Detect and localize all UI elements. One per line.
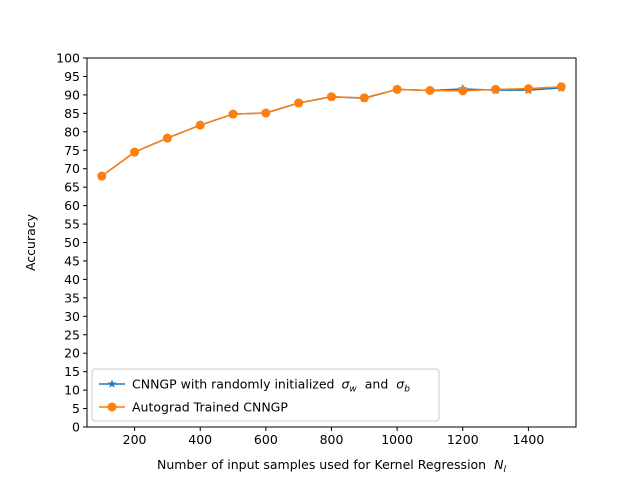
y-tick-label: 65 (64, 180, 80, 195)
legend-entry-autograd: Autograd Trained CNNGP (99, 400, 288, 415)
legend-label-prefix: CNNGP with randomly initialized (132, 377, 334, 392)
y-tick-label: 85 (64, 106, 80, 121)
y-axis-ticks: 0 5 10 15 20 25 30 35 40 45 50 55 60 65 70 75 80 85 90 95 10… (56, 51, 87, 435)
x-tick-label: 1200 (447, 432, 479, 447)
series-1 (97, 82, 566, 181)
y-tick-label: 35 (64, 290, 80, 305)
x-tick-label: 200 (123, 432, 147, 447)
x-tick-label: 400 (188, 432, 212, 447)
data-point-circle (162, 133, 172, 143)
data-point-circle (392, 84, 402, 94)
y-tick-label: 95 (64, 69, 80, 84)
data-point-circle (195, 120, 205, 130)
legend-marker-star (107, 379, 117, 388)
legend-box (91, 368, 440, 422)
x-axis-label-symbol-sub: l (503, 465, 506, 475)
y-tick-label: 90 (64, 87, 80, 102)
legend-label-sigma-b: σ (396, 377, 405, 392)
legend-label-autograd: Autograd Trained CNNGP (132, 400, 288, 415)
data-point-circle (327, 92, 336, 102)
y-tick-label: 5 (72, 401, 80, 416)
y-tick-label: 45 (64, 253, 80, 268)
data-point-circle (458, 86, 468, 96)
y-tick-label: 30 (64, 309, 80, 324)
y-tick-label: 0 (72, 420, 80, 435)
y-tick-label: 80 (64, 124, 80, 139)
y-tick-label: 50 (64, 235, 80, 250)
data-point-circle (97, 171, 107, 181)
legend-label-sigma-w: σ (341, 377, 350, 392)
data-point-circle (294, 98, 304, 108)
legend-label-and: and (365, 377, 389, 392)
data-point-circle (359, 93, 369, 103)
series-layer (96, 82, 567, 181)
y-tick-label: 60 (64, 198, 80, 213)
y-tick-label: 15 (64, 364, 80, 379)
x-axis-label-symbol: N (494, 457, 504, 472)
y-axis-label: Accuracy (23, 213, 38, 271)
data-point-circle (491, 84, 501, 94)
data-point-circle (228, 109, 238, 119)
y-tick-label: 70 (64, 161, 80, 176)
data-point-circle (261, 108, 271, 118)
legend-label-cnngp-random: CNNGP with randomly initialized σw and σ… (132, 377, 410, 395)
x-axis-label: Number of input samples used for Kernel … (157, 457, 506, 475)
x-axis-ticks: 200 400 600 800 1000 1200 1400 (123, 427, 545, 447)
y-tick-label: 20 (64, 346, 80, 361)
data-point-circle (130, 147, 140, 157)
x-tick-label: 800 (320, 432, 344, 447)
y-tick-label: 100 (56, 51, 80, 66)
x-tick-label: 1400 (513, 432, 545, 447)
x-tick-label: 1000 (381, 432, 413, 447)
data-point-circle (425, 85, 435, 95)
y-tick-label: 10 (64, 383, 80, 398)
y-tick-label: 25 (64, 327, 80, 342)
data-point-circle (523, 84, 533, 94)
y-tick-label: 55 (64, 217, 80, 232)
legend-label-sigma-w-sub: w (349, 385, 357, 395)
y-tick-label: 75 (64, 143, 80, 158)
legend-entry-cnngp-random: CNNGP with randomly initialized σw and σ… (99, 377, 410, 395)
legend-label-sigma-b-sub: b (404, 385, 410, 395)
legend: CNNGP with randomly initialized σw and σ… (91, 368, 440, 422)
x-axis-label-text: Number of input samples used for Kernel … (157, 457, 486, 472)
y-tick-label: 40 (64, 272, 80, 287)
legend-marker-circle (107, 402, 117, 412)
x-tick-label: 600 (254, 432, 278, 447)
data-point-circle (556, 82, 566, 92)
